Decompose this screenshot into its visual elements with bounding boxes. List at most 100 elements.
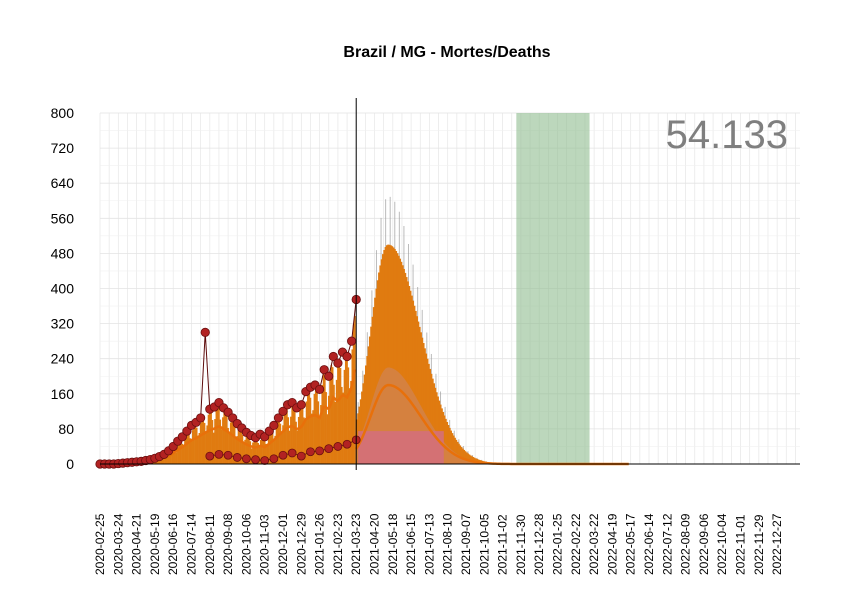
orange-bar: [372, 307, 375, 464]
orange-bar: [159, 458, 161, 464]
x-tick-label: 2022-11-01: [734, 514, 748, 575]
observed-point-low: [251, 455, 260, 465]
orange-bar: [307, 391, 309, 464]
orange-bar: [405, 277, 408, 464]
orange-bar: [207, 414, 210, 464]
y-tick-label: 480: [51, 245, 75, 261]
orange-bar: [218, 407, 220, 464]
orange-bar: [177, 441, 180, 464]
orange-bar: [455, 439, 458, 464]
orange-bar: [176, 446, 178, 464]
orange-bar: [160, 458, 163, 464]
orange-bar: [211, 420, 214, 464]
observed-point-low: [333, 442, 343, 451]
x-tick-label: 2020-07-14: [185, 513, 199, 575]
orange-bar: [198, 433, 201, 464]
orange-bar: [299, 407, 301, 464]
orange-bar: [419, 332, 422, 464]
orange-bar: [389, 245, 392, 464]
orange-bar: [412, 300, 415, 464]
orange-bar: [371, 316, 374, 464]
red-forecast-band: [358, 431, 444, 464]
orange-bar: [363, 374, 366, 464]
orange-bar: [422, 343, 425, 464]
orange-bar: [184, 438, 186, 464]
orange-bar: [444, 418, 447, 464]
orange-bar: [325, 392, 327, 464]
observed-point: [200, 327, 210, 337]
orange-bar: [290, 416, 292, 464]
orange-bar: [202, 416, 205, 464]
y-tick-labels: 0 80 160 240 320 400 480 560 640 720 800: [51, 105, 75, 472]
orange-bar: [206, 425, 208, 464]
orange-bar: [210, 411, 212, 464]
orange-bar: [434, 387, 437, 464]
observed-point-low: [205, 451, 215, 461]
observed-point: [278, 406, 288, 416]
x-tick-label: 2021-01-26: [313, 513, 327, 575]
orange-bar: [316, 389, 318, 464]
orange-bar: [382, 254, 385, 464]
orange-bar: [401, 265, 404, 464]
orange-bar: [321, 385, 324, 464]
orange-bar: [296, 430, 299, 464]
orange-bar: [446, 421, 449, 464]
orange-bar: [370, 326, 373, 464]
orange-bar: [395, 250, 398, 464]
observed-point: [273, 413, 284, 423]
orange-bar: [429, 368, 432, 464]
orange-bar: [410, 295, 413, 464]
orange-bar: [344, 357, 347, 464]
orange-bar: [465, 452, 468, 464]
observed-point-low: [232, 453, 242, 462]
x-tick-labels: 2020-02-25 2020-03-24 2020-04-21 2020-05-19…: [93, 513, 784, 575]
x-tick-label: 2020-09-08: [221, 513, 235, 575]
x-tick-label: 2022-01-25: [551, 513, 565, 575]
x-tick-label: 2020-05-19: [148, 513, 162, 575]
y-tick-label: 720: [51, 140, 75, 156]
orange-bar: [408, 285, 411, 464]
orange-bar: [468, 454, 471, 464]
orange-bar: [415, 316, 418, 464]
x-tick-label: 2022-09-06: [697, 513, 711, 575]
x-tick-label: 2021-11-30: [514, 514, 528, 575]
x-tick-label: 2022-06-14: [642, 513, 656, 575]
orange-bar: [308, 389, 310, 464]
observed-point-low: [269, 454, 279, 464]
orange-bar: [448, 427, 451, 464]
orange-bar: [425, 353, 428, 464]
x-tick-label: 2021-03-23: [349, 513, 363, 575]
observed-point: [324, 371, 334, 381]
orange-bar: [286, 408, 288, 464]
observed-point: [296, 400, 306, 410]
orange-bar: [252, 442, 254, 464]
orange-bar: [250, 448, 253, 464]
orange-bar: [253, 438, 256, 464]
observed-point-low: [324, 444, 334, 454]
orange-bar: [368, 336, 371, 464]
orange-bar: [456, 441, 459, 464]
orange-bar: [228, 431, 231, 464]
orange-bar: [461, 448, 464, 464]
orange-bar: [224, 410, 227, 464]
orange-bar: [295, 421, 297, 464]
orange-bar: [180, 440, 182, 464]
orange-bar: [387, 244, 390, 464]
orange-bar: [305, 401, 308, 464]
orange-bar: [279, 423, 282, 464]
x-tick-label: 2020-12-29: [294, 513, 308, 575]
orange-bar: [261, 436, 263, 464]
x-tick-label: 2022-08-09: [679, 513, 693, 575]
orange-bar: [274, 435, 276, 464]
x-tick-label: 2022-04-19: [605, 513, 619, 575]
x-tick-label: 2021-09-07: [459, 513, 473, 575]
orange-bar: [350, 380, 352, 464]
orange-bar: [185, 432, 188, 464]
orange-bar: [288, 430, 291, 464]
observed-point: [347, 336, 357, 346]
orange-bar: [310, 413, 313, 464]
orange-bar: [215, 408, 218, 464]
orange-bar: [453, 437, 456, 464]
grid-lines: [99, 112, 800, 465]
orange-bar: [384, 247, 387, 464]
